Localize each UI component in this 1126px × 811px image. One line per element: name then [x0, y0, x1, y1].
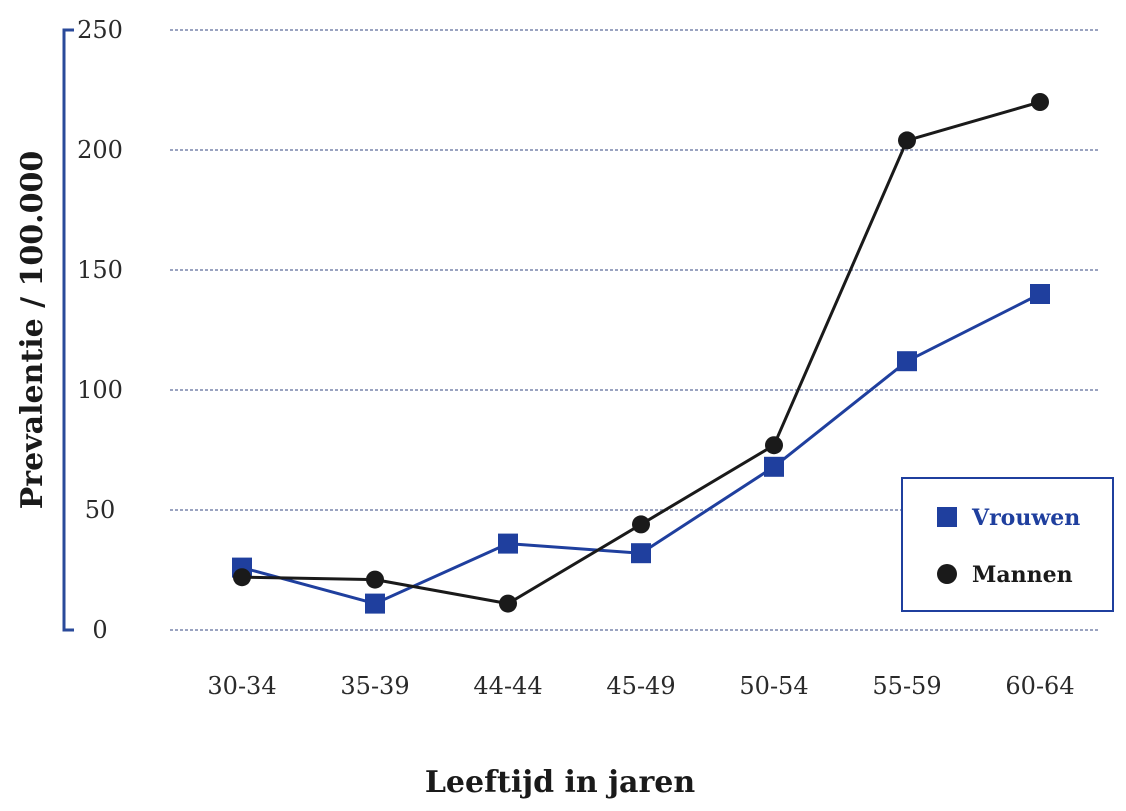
- data-point-square: [365, 593, 385, 614]
- x-tick-label: 35-39: [340, 672, 409, 700]
- y-axis-line: [62, 28, 74, 632]
- y-tick-label: 150: [77, 256, 123, 284]
- legend-box: [901, 477, 1114, 612]
- data-point-square: [631, 543, 651, 564]
- x-tick-label: 45-49: [606, 672, 675, 700]
- y-tick-label: 250: [77, 16, 123, 44]
- data-point-circle: [233, 568, 251, 587]
- data-point-square: [897, 351, 917, 372]
- legend-vrouwen-marker: [937, 507, 957, 527]
- data-point-square: [498, 533, 518, 554]
- x-tick-label: 50-54: [739, 672, 808, 700]
- data-point-circle: [366, 570, 384, 589]
- data-point-square: [764, 456, 784, 477]
- legend-mannen-marker: [937, 564, 957, 584]
- data-point-circle: [499, 594, 517, 613]
- legend-mannen-label: Mannen: [972, 562, 1073, 588]
- x-tick-label: 44-44: [473, 672, 542, 700]
- legend-vrouwen-label: Vrouwen: [971, 505, 1080, 531]
- series-layer: [232, 93, 1050, 614]
- y-tick-label: 200: [77, 136, 123, 164]
- data-point-square: [1030, 284, 1050, 304]
- y-tick-label: 100: [77, 376, 123, 404]
- y-tick-labels: 0 50 100 150 200 250: [77, 16, 123, 644]
- x-tick-labels: 30-34 35-39 44-44 45-49 50-54 55-59 60-64: [207, 672, 1074, 700]
- y-tick-label: 0: [92, 616, 107, 644]
- data-point-circle: [1031, 93, 1049, 111]
- series-vrouwen: [232, 284, 1050, 614]
- x-axis-title: Leeftijd in jaren: [425, 765, 696, 800]
- data-point-circle: [898, 131, 916, 150]
- x-tick-label: 60-64: [1005, 672, 1074, 700]
- x-tick-label: 30-34: [207, 672, 276, 700]
- legend: Vrouwen Mannen: [901, 477, 1114, 612]
- y-axis-title: Prevalentie / 100.000: [15, 151, 50, 510]
- data-point-circle: [632, 515, 650, 534]
- y-tick-label: 50: [85, 496, 116, 524]
- x-tick-label: 55-59: [872, 672, 941, 700]
- series-mannen: [233, 93, 1049, 613]
- data-point-circle: [765, 436, 783, 455]
